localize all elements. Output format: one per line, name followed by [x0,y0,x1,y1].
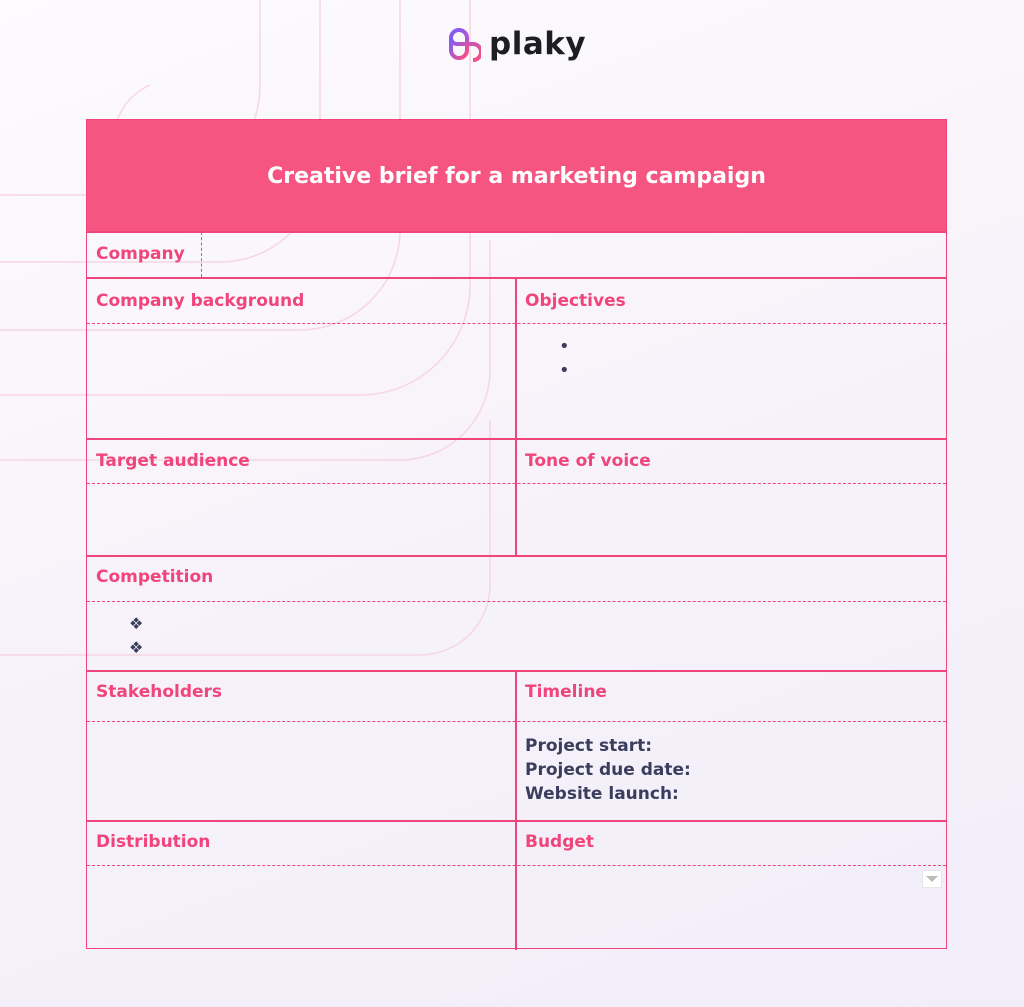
objectives-bullet: • [559,360,570,381]
company-label: Company [96,244,185,264]
tone-of-voice-label: Tone of voice [525,451,651,471]
timeline-project-start: Project start: [525,736,653,756]
page-title: Creative brief for a marketing campaign [87,120,946,232]
logo-text: plaky [489,26,587,62]
timeline-project-due-date: Project due date: [525,760,691,780]
competition-label: Competition [96,567,214,587]
timeline-website-launch: Website launch: [525,784,679,804]
budget-label: Budget [525,832,595,852]
plaky-logo: plaky [445,26,586,62]
target-audience-label: Target audience [96,451,250,471]
stakeholders-label: Stakeholders [96,682,223,702]
budget-dropdown-button[interactable] [922,870,942,888]
objectives-label: Objectives [525,291,626,311]
plaky-logo-icon [449,28,481,62]
distribution-label: Distribution [96,832,211,852]
company-background-label: Company background [96,291,305,311]
objectives-bullet: • [559,336,570,357]
timeline-label: Timeline [525,682,607,702]
chevron-down-icon [926,876,938,882]
competition-bullet: ❖ [129,614,144,633]
competition-bullet: ❖ [129,638,144,657]
creative-brief-table: Creative brief for a marketing campaign … [86,119,947,950]
